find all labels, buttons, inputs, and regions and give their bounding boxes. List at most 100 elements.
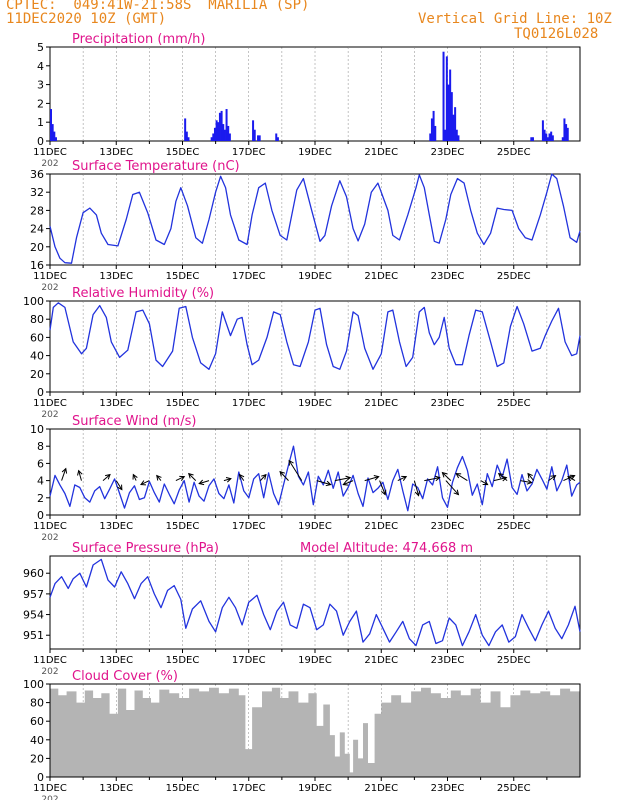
y-tick-label: 1	[37, 116, 44, 129]
wind-vector	[279, 471, 289, 481]
wind-arrowhead	[198, 479, 205, 486]
wind-arrowhead	[373, 475, 380, 481]
wind-vector	[520, 480, 532, 484]
wind-vector	[498, 473, 508, 481]
y-tick-label: 6	[37, 457, 44, 470]
wind-arrowhead	[414, 490, 421, 497]
wind-vector	[288, 460, 303, 481]
x-tick-label: 15DEC	[166, 655, 200, 666]
x-tick-label: 19DEC	[298, 398, 332, 409]
wind-arrowhead	[61, 467, 68, 474]
precip-bar	[530, 137, 533, 141]
wind-vector	[132, 474, 137, 481]
panel-precip: 0 1 2 3 4 5 11DEC 13DEC 15DEC 17DEC 19DEC 21DEC 23DE…	[33, 32, 581, 169]
wind-arrowhead	[117, 484, 123, 491]
wind-arrowhead	[132, 473, 138, 480]
y-tick-label: 40	[30, 350, 44, 363]
wind-vector	[334, 477, 351, 482]
precip-bar	[51, 124, 54, 141]
x-tick-label: 21DEC	[364, 271, 398, 282]
precip-bar	[275, 133, 278, 141]
wind-vector	[455, 473, 468, 482]
y-tick-label: 20	[30, 368, 44, 381]
series-line	[49, 302, 581, 370]
wind-vector	[442, 472, 452, 481]
x-tick-label: 23DEC	[431, 783, 465, 794]
model-label: TQ0126L028	[514, 26, 599, 42]
wind-arrowhead	[179, 475, 186, 481]
panel-temp: 16 20 24 28 32 36 11DEC 13DEC 15DEC 17DEC 19DEC 21D…	[30, 159, 581, 293]
precip-bar	[54, 137, 57, 141]
wind-vector	[397, 476, 407, 482]
precip-bar	[227, 125, 230, 141]
wind-arrowhead	[261, 473, 267, 480]
wind-vector	[140, 480, 150, 486]
wind-vector	[61, 468, 67, 481]
plot-frame	[49, 555, 581, 650]
wind-vector	[316, 480, 331, 486]
y-tick-label: 100	[23, 295, 44, 308]
y-tick-label: 0	[37, 135, 44, 148]
wind-arrowhead	[77, 469, 83, 476]
x-tick-label: 19DEC	[298, 147, 332, 158]
precip-bar	[452, 114, 455, 141]
y-tick-label: 954	[23, 609, 44, 622]
y-tick-label: 20	[30, 241, 44, 254]
wind-arrowhead	[105, 473, 111, 480]
precip-bar	[541, 120, 544, 141]
panel-pressure: 951 954 957 960 11DEC 13DEC 15DEC 17DEC 19DEC 21D…	[23, 541, 581, 677]
x-tick-label: 23DEC	[431, 521, 465, 532]
precip-bar	[548, 133, 551, 141]
wind-arrowhead	[441, 471, 448, 478]
x-year-label: 202	[41, 795, 58, 800]
precip-bar	[276, 137, 279, 141]
wind-arrowhead	[482, 480, 489, 486]
x-tick-label: 23DEC	[431, 147, 465, 158]
wind-vector	[413, 480, 420, 496]
y-tick-label: 32	[30, 186, 44, 199]
precip-bar	[447, 84, 450, 141]
wind-arrowhead	[434, 475, 441, 482]
x-tick-label: 11DEC	[33, 521, 67, 532]
station-title: CPTEC: 049:41W-21:58S MARILIA (SP)	[6, 0, 310, 13]
wind-vector	[343, 480, 354, 486]
wind-vector	[199, 480, 210, 485]
x-tick-label: 21DEC	[364, 147, 398, 158]
wind-vector	[188, 473, 197, 481]
wind-vector	[424, 477, 440, 482]
grid-line-label: Vertical Grid Line: 10Z	[418, 11, 612, 27]
wind-vector	[175, 476, 185, 482]
panel-title: Surface Pressure (hPa)	[72, 541, 219, 556]
y-tick-label: 100	[23, 678, 44, 691]
plot-header: CPTEC: 049:41W-21:58S MARILIA (SP) 11DEC…	[0, 0, 618, 45]
x-tick-label: 13DEC	[99, 521, 133, 532]
y-tick-label: 80	[30, 313, 44, 326]
wind-arrowhead	[567, 476, 574, 482]
x-tick-label: 13DEC	[99, 655, 133, 666]
wind-arrowhead	[342, 480, 349, 486]
x-tick-label: 25DEC	[497, 398, 531, 409]
y-tick-label: 10	[30, 423, 44, 436]
y-tick-label: 16	[30, 259, 44, 272]
y-tick-label: 5	[37, 41, 44, 54]
precip-bar	[546, 137, 549, 141]
wind-vector	[156, 475, 162, 481]
precip-bar	[210, 137, 213, 141]
precip-bar	[185, 131, 188, 141]
wind-arrowhead	[401, 475, 408, 481]
x-year-label: 202	[41, 283, 58, 293]
wind-arrowhead	[381, 489, 387, 496]
y-tick-label: 0	[37, 509, 44, 522]
precip-bar	[213, 127, 216, 141]
wind-arrowhead	[188, 472, 194, 479]
precip-bar	[432, 110, 435, 141]
y-tick-label: 28	[30, 204, 44, 217]
plot-frame	[49, 428, 581, 516]
x-tick-label: 15DEC	[166, 147, 200, 158]
plot-frame-top	[49, 683, 581, 778]
x-tick-label: 15DEC	[166, 783, 200, 794]
panel-extra-title: Model Altitude: 474.668 m	[300, 541, 473, 556]
y-tick-label: 4	[37, 475, 44, 488]
precip-bar	[220, 110, 223, 141]
